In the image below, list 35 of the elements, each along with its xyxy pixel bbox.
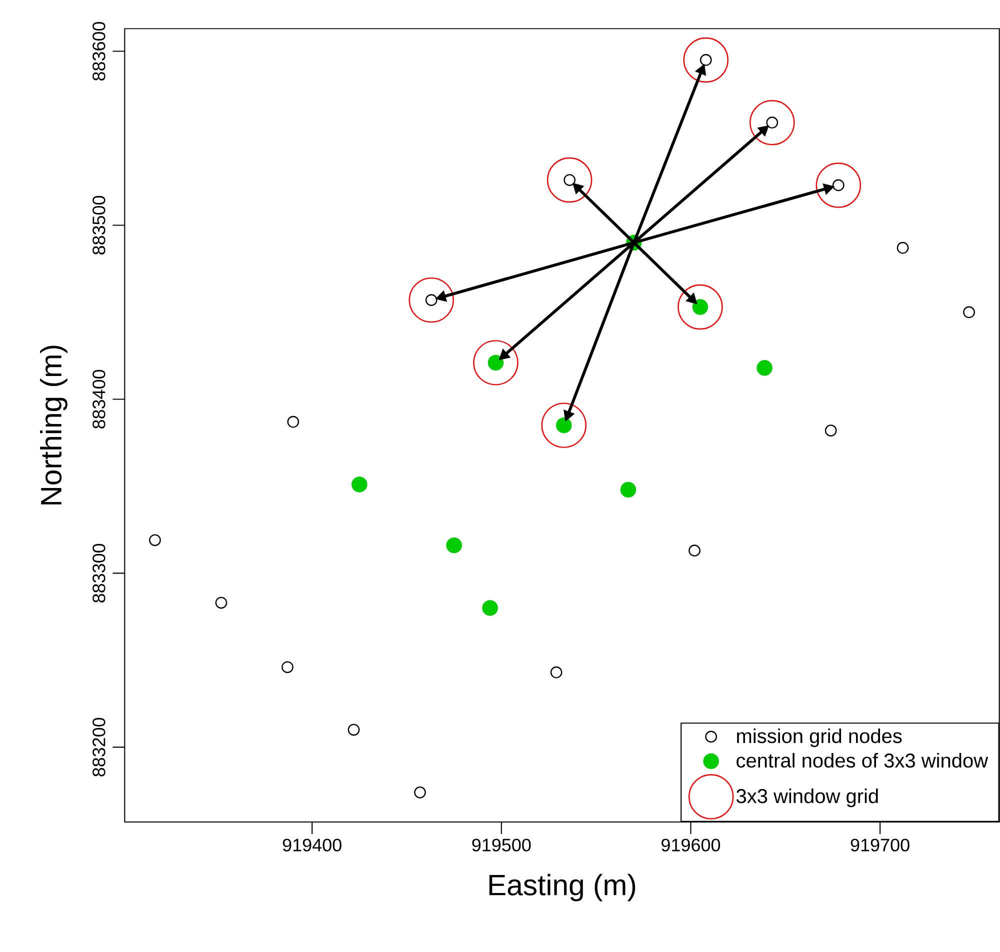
legend-label: mission grid nodes xyxy=(737,728,902,748)
point xyxy=(816,162,862,208)
x-axis-title: Easting (m) xyxy=(489,874,636,902)
x-tick-label: 919500 xyxy=(472,838,531,852)
point xyxy=(287,416,300,428)
legend-label: central nodes of 3x3 window xyxy=(736,752,988,768)
y-tick-label: 883200 xyxy=(92,718,106,776)
point xyxy=(473,340,518,386)
point xyxy=(550,666,562,678)
point xyxy=(896,242,909,254)
point xyxy=(824,424,837,436)
point xyxy=(446,538,462,554)
point xyxy=(750,100,795,146)
y-tick-label: 883500 xyxy=(92,196,106,255)
x-tick-label: 919400 xyxy=(282,838,342,852)
y-axis-title: Northing (m) xyxy=(40,346,68,504)
legend-label: 3x3 window grid xyxy=(736,788,878,808)
point xyxy=(215,596,228,609)
point xyxy=(282,661,294,674)
point xyxy=(756,360,772,376)
x-tick-label: 919700 xyxy=(850,838,910,852)
y-tick-label: 883400 xyxy=(92,370,106,428)
x-tick-label: 919600 xyxy=(662,838,720,852)
point xyxy=(352,476,368,492)
point xyxy=(482,600,498,616)
y-tick-label: 883300 xyxy=(92,544,106,602)
point xyxy=(546,157,592,203)
point xyxy=(414,786,426,798)
point xyxy=(620,482,636,498)
point xyxy=(149,534,161,546)
y-tick-label: 883600 xyxy=(92,22,106,81)
point xyxy=(678,284,723,330)
point xyxy=(963,306,975,318)
point xyxy=(688,544,700,557)
point xyxy=(348,724,360,736)
